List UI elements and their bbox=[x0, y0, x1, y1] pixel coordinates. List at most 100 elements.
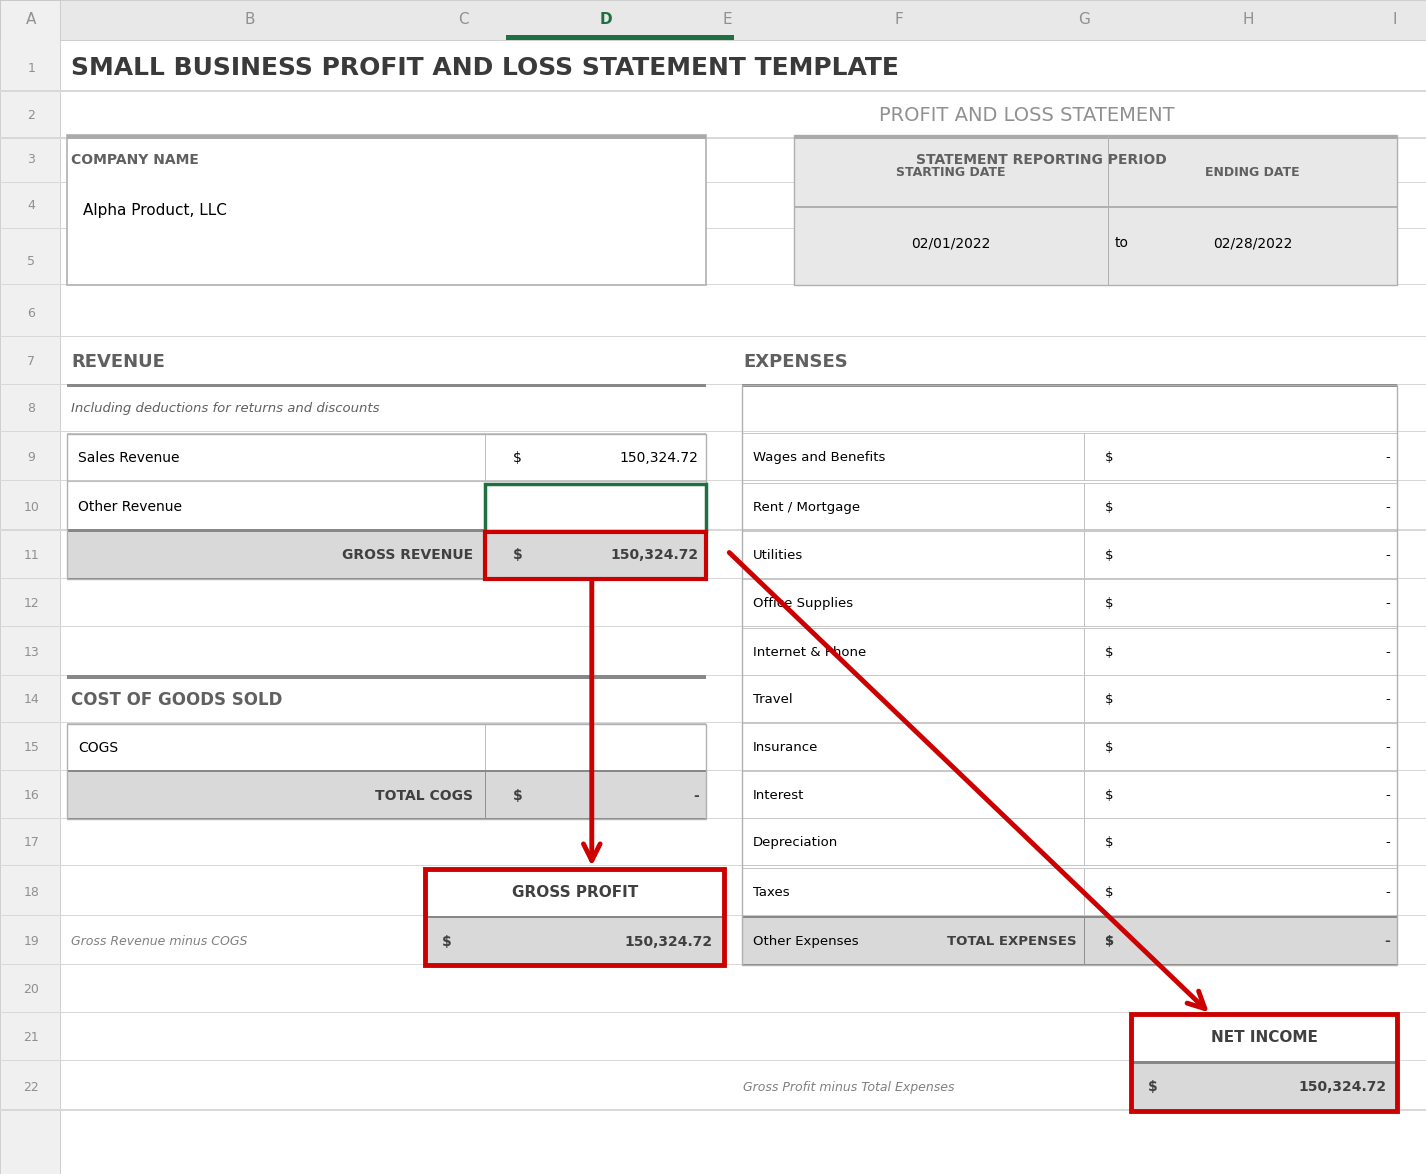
Text: -: - bbox=[1386, 693, 1390, 707]
Bar bbox=[742, 818, 1397, 819]
Bar bbox=[742, 724, 1397, 771]
Bar bbox=[425, 869, 724, 965]
Text: F: F bbox=[894, 13, 903, 27]
Bar bbox=[425, 918, 724, 965]
Text: 10: 10 bbox=[23, 500, 40, 514]
Text: $: $ bbox=[1105, 885, 1114, 899]
Bar bbox=[742, 580, 1397, 627]
Bar bbox=[742, 433, 1397, 434]
Text: TOTAL COGS: TOTAL COGS bbox=[375, 789, 473, 803]
Text: -: - bbox=[1386, 646, 1390, 660]
Bar bbox=[0, 384, 1426, 385]
Text: Office Supplies: Office Supplies bbox=[753, 596, 853, 610]
Text: $: $ bbox=[1105, 836, 1114, 850]
Bar bbox=[742, 916, 1397, 918]
Text: 19: 19 bbox=[23, 935, 40, 949]
Text: 9: 9 bbox=[27, 451, 36, 465]
Text: EXPENSES: EXPENSES bbox=[743, 352, 847, 371]
Bar bbox=[742, 531, 1397, 532]
Bar bbox=[0, 1060, 1426, 1061]
Bar bbox=[67, 434, 706, 579]
Bar bbox=[794, 135, 1397, 139]
Text: 150,324.72: 150,324.72 bbox=[1298, 1080, 1386, 1094]
Text: $: $ bbox=[1148, 1080, 1158, 1094]
Bar bbox=[742, 819, 1397, 866]
Bar bbox=[67, 484, 706, 531]
Bar bbox=[506, 35, 734, 40]
Text: COGS: COGS bbox=[78, 741, 118, 755]
Bar bbox=[1131, 1064, 1397, 1111]
Text: $: $ bbox=[1105, 646, 1114, 660]
Bar bbox=[742, 676, 1397, 723]
Text: Gross Revenue minus COGS: Gross Revenue minus COGS bbox=[71, 935, 248, 949]
Bar bbox=[742, 723, 1397, 724]
Text: Depreciation: Depreciation bbox=[753, 836, 838, 850]
Bar bbox=[425, 916, 724, 918]
Text: 13: 13 bbox=[23, 646, 40, 660]
Bar bbox=[0, 818, 1426, 819]
Bar bbox=[67, 818, 706, 819]
Text: Gross Profit minus Total Expenses: Gross Profit minus Total Expenses bbox=[743, 1080, 954, 1094]
Bar bbox=[67, 724, 706, 819]
Text: -: - bbox=[1386, 451, 1390, 465]
Bar bbox=[742, 483, 1397, 484]
Text: $: $ bbox=[513, 451, 522, 465]
Bar bbox=[0, 0, 1426, 40]
Text: 150,324.72: 150,324.72 bbox=[625, 935, 713, 949]
Bar bbox=[67, 529, 706, 531]
Text: 150,324.72: 150,324.72 bbox=[610, 548, 699, 562]
Text: 1: 1 bbox=[27, 61, 36, 75]
Text: 14: 14 bbox=[23, 693, 40, 707]
Bar bbox=[742, 964, 1397, 965]
Text: $: $ bbox=[1105, 693, 1114, 707]
Bar bbox=[1131, 1014, 1397, 1111]
Bar bbox=[1108, 135, 1109, 285]
Text: Other Expenses: Other Expenses bbox=[753, 935, 858, 949]
Bar bbox=[0, 90, 1426, 92]
Text: $: $ bbox=[1105, 741, 1114, 755]
Bar bbox=[742, 918, 1397, 965]
Text: $: $ bbox=[513, 500, 522, 514]
Text: NET INCOME: NET INCOME bbox=[1211, 1031, 1318, 1045]
Bar bbox=[67, 723, 706, 724]
Text: 17: 17 bbox=[23, 836, 40, 850]
Bar bbox=[67, 772, 706, 819]
Text: -: - bbox=[1385, 935, 1390, 949]
Text: 7: 7 bbox=[27, 355, 36, 369]
Text: $: $ bbox=[1105, 935, 1114, 949]
Bar bbox=[742, 771, 1397, 772]
Bar bbox=[67, 135, 706, 139]
Text: 12: 12 bbox=[23, 596, 40, 610]
Bar bbox=[742, 722, 1397, 723]
Bar bbox=[485, 484, 706, 531]
Bar bbox=[0, 1012, 1426, 1013]
Text: A: A bbox=[26, 13, 37, 27]
Bar bbox=[67, 433, 706, 434]
Text: E: E bbox=[723, 13, 732, 27]
Bar bbox=[67, 675, 706, 679]
Text: 15: 15 bbox=[23, 741, 40, 755]
Bar bbox=[742, 918, 1397, 965]
Text: Interest: Interest bbox=[753, 789, 804, 803]
Bar bbox=[742, 484, 1397, 531]
Bar bbox=[485, 532, 706, 579]
Text: 21: 21 bbox=[23, 1031, 40, 1045]
Text: Wages and Benefits: Wages and Benefits bbox=[753, 451, 886, 465]
Text: SMALL BUSINESS PROFIT AND LOSS STATEMENT TEMPLATE: SMALL BUSINESS PROFIT AND LOSS STATEMENT… bbox=[71, 56, 900, 80]
Bar bbox=[742, 964, 1397, 965]
Text: $: $ bbox=[1105, 451, 1114, 465]
Text: C: C bbox=[458, 13, 469, 27]
Text: to: to bbox=[1115, 236, 1129, 250]
Bar bbox=[742, 532, 1397, 579]
Bar bbox=[742, 629, 1397, 676]
Bar bbox=[742, 385, 1397, 965]
Text: $: $ bbox=[442, 935, 452, 949]
Text: Rent / Mortgage: Rent / Mortgage bbox=[753, 500, 860, 514]
Bar bbox=[67, 724, 706, 771]
Bar bbox=[1131, 1061, 1397, 1064]
Bar bbox=[742, 529, 1397, 531]
Text: $: $ bbox=[1105, 596, 1114, 610]
Text: STARTING DATE: STARTING DATE bbox=[897, 166, 1005, 180]
Text: 11: 11 bbox=[23, 548, 40, 562]
Bar bbox=[67, 135, 706, 285]
